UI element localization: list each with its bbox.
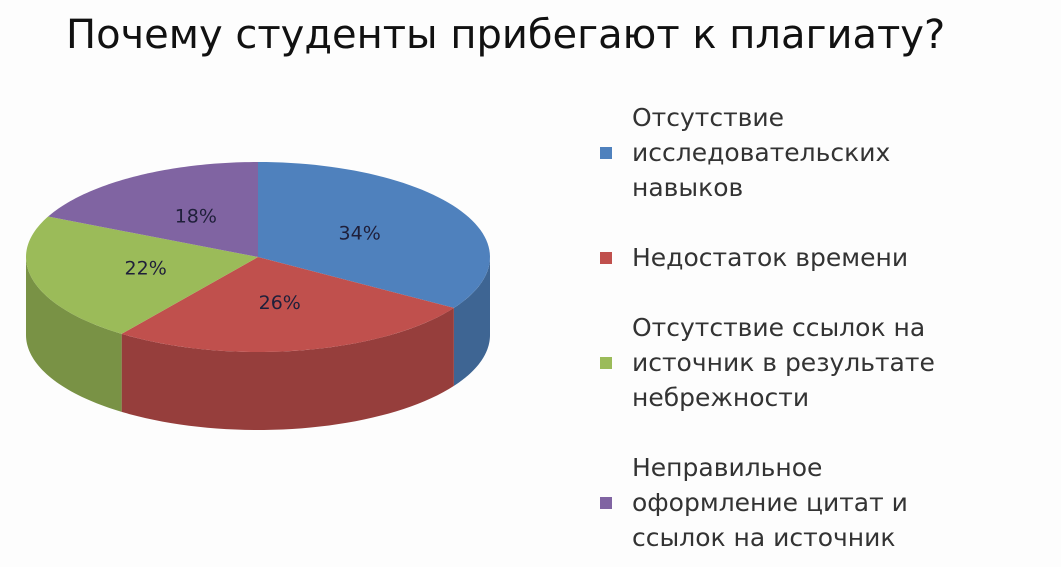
- slice: [121, 257, 454, 352]
- data-label: 34%: [339, 223, 381, 245]
- slice: [258, 162, 490, 308]
- legend-swatch: [600, 356, 612, 369]
- legend-label: Отсутствие исследовательских навыков: [632, 103, 891, 202]
- chart-title: Почему студенты прибегают к плагиату?: [66, 12, 946, 58]
- legend-swatch: [600, 496, 612, 509]
- data-label: 26%: [259, 292, 301, 314]
- legend-label: Неправильное оформление цитат и ссылок н…: [632, 453, 908, 552]
- legend-swatch: [600, 251, 612, 264]
- legend-entry: Неправильное оформление цитат и ссылок н…: [600, 450, 977, 555]
- slice-side: [453, 257, 490, 386]
- slice: [26, 216, 259, 334]
- legend-label: Недостаток времени: [632, 243, 909, 272]
- slice-side: [121, 307, 454, 430]
- data-label: 22%: [125, 257, 167, 279]
- legend-swatch: [600, 146, 612, 159]
- legend-entry: Отсутствие исследовательских навыков: [600, 100, 977, 205]
- legend-label: Отсутствие ссылок на источник в результа…: [632, 313, 935, 412]
- data-label: 18%: [175, 205, 217, 227]
- legend-entry: Недостаток времени: [600, 240, 977, 275]
- slice-side: [26, 257, 122, 412]
- slice: [48, 162, 258, 257]
- legend-entry: Отсутствие ссылок на источник в результа…: [600, 310, 977, 415]
